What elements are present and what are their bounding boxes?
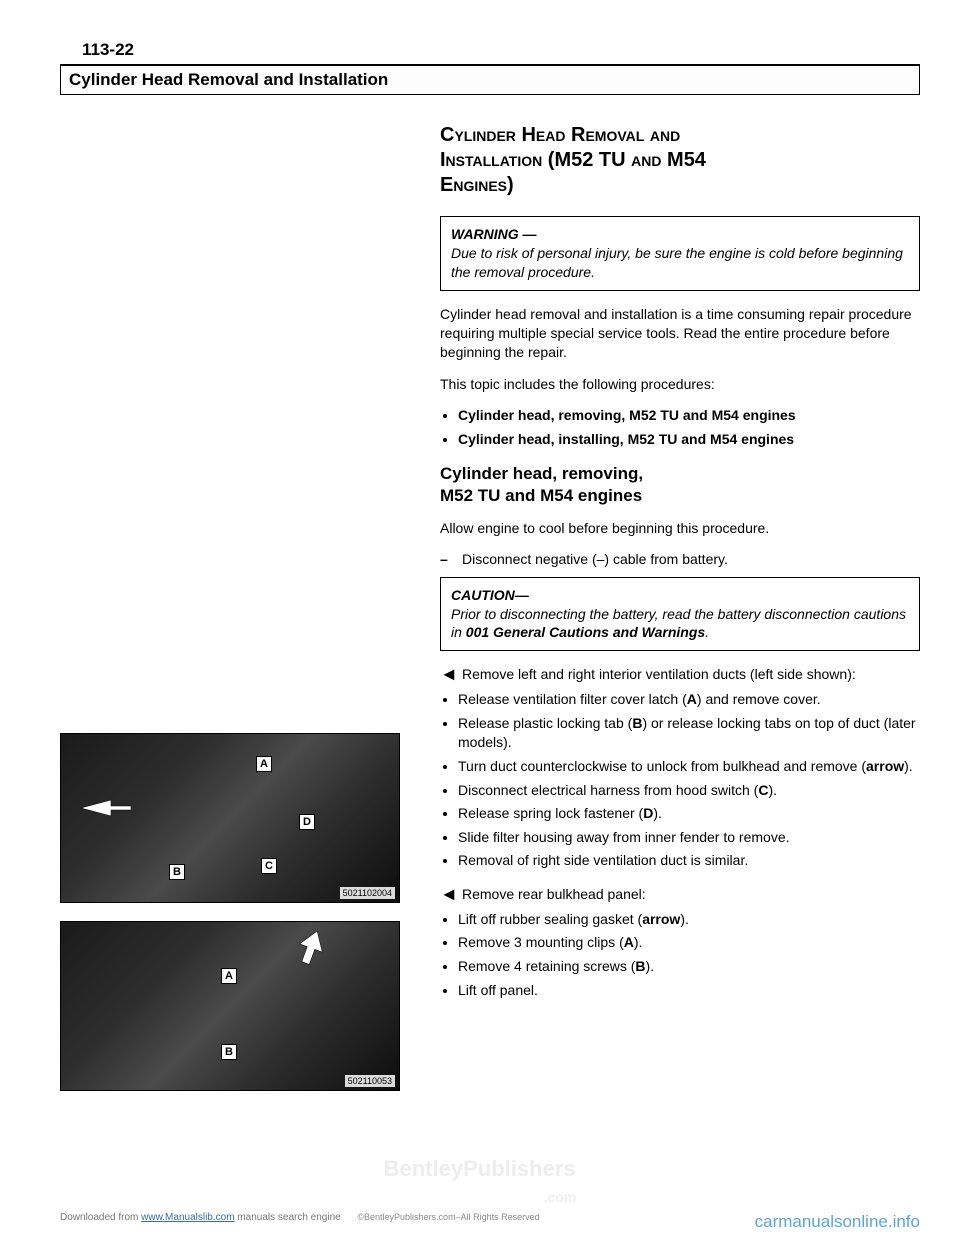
topic-item: Cylinder head, removing, M52 TU and M54 …: [458, 406, 920, 426]
arrow-left-icon: ◄: [440, 665, 462, 684]
section-title: Cylinder Head Removal and Installation (…: [440, 123, 920, 198]
vent-list: Release ventilation filter cover latch (…: [440, 690, 920, 871]
caution-box: CAUTION— Prior to disconnecting the batt…: [440, 577, 920, 652]
figure-bulkhead: A B 502110053: [60, 921, 400, 1091]
caution-text-bold: 001 General Cautions and Warnings: [466, 624, 705, 640]
manualslib-link[interactable]: www.Manualslib.com: [141, 1212, 234, 1223]
caution-label: CAUTION—: [451, 586, 909, 605]
warning-label: WARNING —: [451, 225, 909, 244]
list-item: Remove 4 retaining screws (B).: [458, 957, 920, 977]
list-item: Slide filter housing away from inner fen…: [458, 828, 920, 848]
list-item: Release spring lock fastener (D).: [458, 804, 920, 824]
left-column: A B C D 5021102004 A B 502110053: [60, 123, 420, 1109]
topics-para: This topic includes the following proced…: [440, 375, 920, 394]
photo1-label-b: B: [169, 864, 185, 880]
photo2-id: 502110053: [345, 1075, 395, 1087]
bulk-lead: Remove rear bulkhead panel:: [462, 885, 920, 904]
list-item: Lift off panel.: [458, 981, 920, 1001]
sect-line-2: Installation (M52 TU and M54: [440, 149, 706, 171]
photo2-label-a: A: [221, 968, 237, 984]
list-item: Disconnect electrical harness from hood …: [458, 781, 920, 801]
step-disconnect: – Disconnect negative (–) cable from bat…: [440, 551, 920, 567]
photo1-label-d: D: [299, 814, 315, 830]
main-content: A B C D 5021102004 A B 502110053 Cylinde…: [60, 123, 920, 1109]
list-item: Release ventilation filter cover latch (…: [458, 690, 920, 710]
list-item: Turn duct counterclockwise to unlock fro…: [458, 757, 920, 777]
step-vent: ◄ Remove left and right interior ventila…: [440, 665, 920, 684]
photo2-label-b: B: [221, 1044, 237, 1060]
list-item: Lift off rubber sealing gasket (arrow).: [458, 910, 920, 930]
subheading: Cylinder head, removing, M52 TU and M54 …: [440, 463, 920, 507]
carmanuals-link[interactable]: carmanualsonline.info: [755, 1212, 920, 1231]
list-item: Release plastic locking tab (B) or relea…: [458, 714, 920, 753]
caution-text-2: .: [705, 624, 709, 640]
photo1-id: 5021102004: [340, 887, 395, 899]
subhead-line-2: M52 TU and M54 engines: [440, 486, 642, 505]
intro-para: Cylinder head removal and installation i…: [440, 305, 920, 363]
subhead-line-1: Cylinder head, removing,: [440, 464, 643, 483]
figure-vent-duct: A B C D 5021102004: [60, 733, 400, 903]
warning-box: WARNING — Due to risk of personal injury…: [440, 216, 920, 291]
page: 113-22 Cylinder Head Removal and Install…: [0, 0, 960, 1242]
warning-body: Due to risk of personal injury, be sure …: [451, 244, 909, 282]
cool-para: Allow engine to cool before beginning th…: [440, 519, 920, 538]
footer-right: carmanualsonline.info: [755, 1212, 920, 1232]
step-text: Disconnect negative (–) cable from batte…: [462, 551, 728, 567]
watermark: BentleyPublishers .com: [384, 1156, 577, 1208]
bulk-list: Lift off rubber sealing gasket (arrow). R…: [440, 910, 920, 1000]
dash-icon: –: [440, 551, 462, 567]
footer-copyright: ©BentleyPublishers.com–All Rights Reserv…: [357, 1212, 539, 1222]
footer-left: Downloaded from www.Manualslib.com manua…: [60, 1212, 540, 1232]
arrow-left-icon: ◄: [440, 885, 462, 904]
footer: Downloaded from www.Manualslib.com manua…: [0, 1212, 960, 1232]
topics-list: Cylinder head, removing, M52 TU and M54 …: [440, 406, 920, 449]
caution-body: Prior to disconnecting the battery, read…: [451, 605, 909, 643]
chapter-title-bar: Cylinder Head Removal and Installation: [60, 64, 920, 95]
step-bulkhead: ◄ Remove rear bulkhead panel:: [440, 885, 920, 904]
sect-line-1: Cylinder Head Removal and: [440, 124, 680, 146]
page-number: 113-22: [82, 40, 920, 60]
list-item: Remove 3 mounting clips (A).: [458, 933, 920, 953]
right-column: Cylinder Head Removal and Installation (…: [420, 123, 920, 1109]
photo1-label-a: A: [256, 756, 272, 772]
topic-item: Cylinder head, installing, M52 TU and M5…: [458, 430, 920, 450]
sect-line-3: Engines): [440, 174, 514, 196]
list-item: Removal of right side ventilation duct i…: [458, 851, 920, 871]
photo1-label-c: C: [261, 858, 277, 874]
vent-lead: Remove left and right interior ventilati…: [462, 665, 920, 684]
